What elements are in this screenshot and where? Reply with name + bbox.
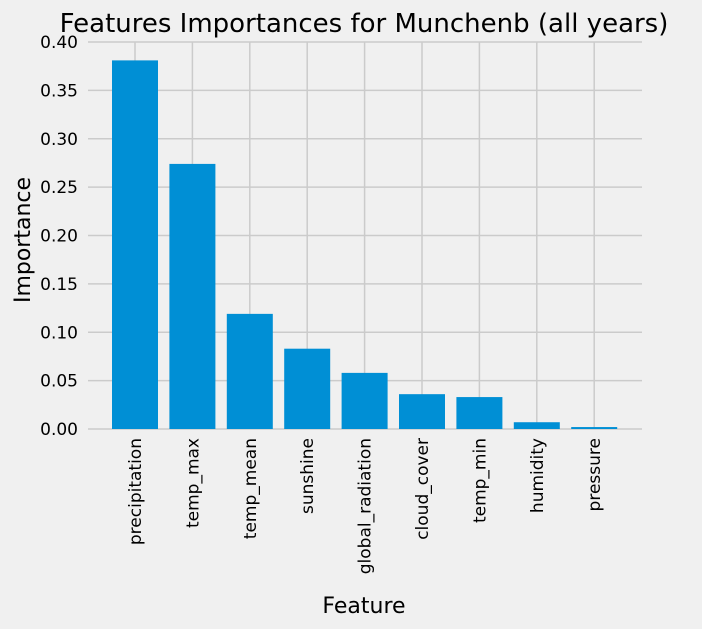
bar-global-radiation xyxy=(341,372,388,429)
y-tick-label: 0.30 xyxy=(40,130,78,150)
bar-pressure xyxy=(571,427,618,429)
bar-temp-min xyxy=(456,397,503,429)
bar-sunshine xyxy=(284,348,331,429)
x-tick-label: temp_min xyxy=(470,438,490,523)
x-tick-label: cloud_cover xyxy=(413,438,433,540)
bars-layer xyxy=(112,60,618,429)
y-tick-label: 0.05 xyxy=(40,372,78,392)
x-axis-label: Feature xyxy=(322,594,405,619)
x-tick-label: sunshine xyxy=(298,438,318,514)
x-tick-label: pressure xyxy=(585,438,605,511)
y-tick-label: 0.35 xyxy=(40,81,78,101)
chart-title: Features Importances for Munchenb (all y… xyxy=(60,9,669,39)
x-tick-label: humidity xyxy=(528,438,548,513)
bar-humidity xyxy=(513,422,560,429)
y-tick-label: 0.25 xyxy=(40,178,78,198)
y-tick-label: 0.40 xyxy=(40,33,78,53)
y-tick-label: 0.10 xyxy=(40,323,78,343)
y-tick-label: 0.15 xyxy=(40,275,78,295)
y-tick-labels: 0.00 0.05 0.10 0.15 0.20 0.25 0.30 0.35 0.40 xyxy=(40,33,78,440)
y-tick-label: 0.20 xyxy=(40,227,78,247)
y-axis-label: Importance xyxy=(11,177,36,303)
bar-temp-max xyxy=(169,163,216,429)
bar-cloud-cover xyxy=(399,394,445,429)
x-tick-label: temp_max xyxy=(183,438,203,528)
bar-precipitation xyxy=(112,60,158,429)
x-tick-label: temp_mean xyxy=(241,438,261,539)
x-tick-labels: precipitation temp_max temp_mean sunshine gl… xyxy=(126,438,605,574)
bar-temp-mean xyxy=(226,313,273,429)
x-tick-label: global_radiation xyxy=(356,438,376,574)
x-tick-label: precipitation xyxy=(126,438,146,545)
y-tick-label: 0.00 xyxy=(40,420,78,440)
